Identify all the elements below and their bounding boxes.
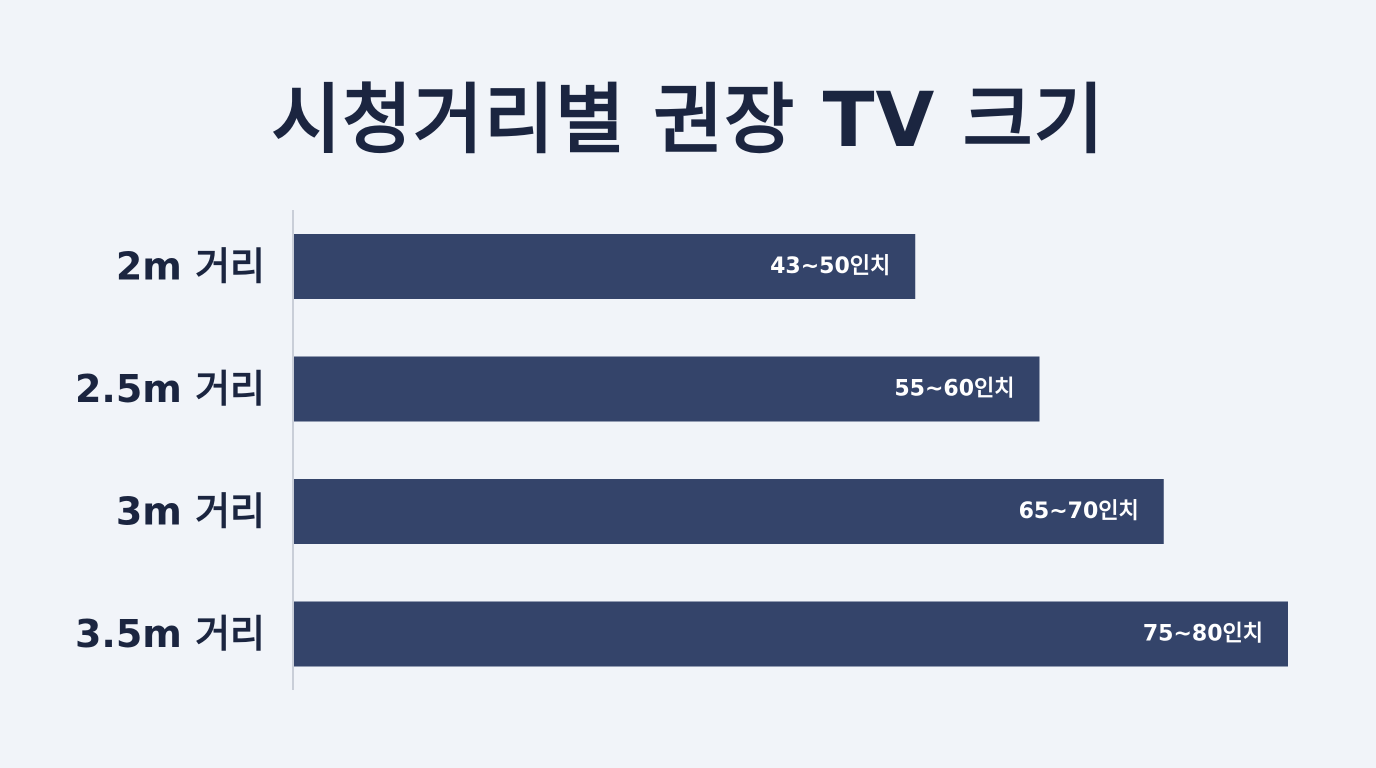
category-label: 2m 거리 xyxy=(116,245,265,289)
bar xyxy=(294,234,916,299)
category-label: 2.5m 거리 xyxy=(75,367,265,411)
bar xyxy=(294,479,1164,544)
data-label: 65~70인치 xyxy=(1019,499,1139,524)
bar xyxy=(294,356,1040,422)
data-label: 43~50인치 xyxy=(770,254,890,279)
data-label: 55~60인치 xyxy=(894,377,1014,402)
bar xyxy=(294,601,1288,667)
category-label: 3m 거리 xyxy=(116,490,265,534)
data-label: 75~80인치 xyxy=(1143,622,1263,647)
chart-title: 시청거리별 권장 TV 크기 xyxy=(271,75,1105,164)
category-label: 3.5m 거리 xyxy=(75,612,265,656)
